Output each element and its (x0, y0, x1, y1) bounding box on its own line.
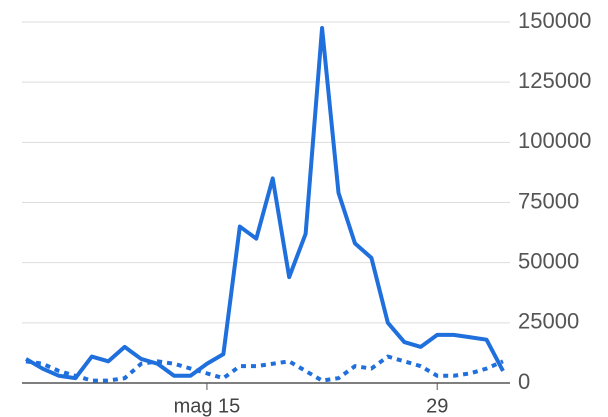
y-tick-label: 50000 (518, 248, 579, 273)
series-line (24, 26, 505, 381)
x-tick-label: 29 (426, 395, 448, 417)
series-line (25, 354, 504, 383)
y-tick-label: 25000 (518, 309, 579, 334)
y-tick-label: 100000 (518, 128, 591, 153)
y-tick-label: 75000 (518, 188, 579, 213)
y-tick-label: 125000 (518, 68, 591, 93)
y-tick-label: 150000 (518, 8, 591, 33)
y-tick-label: 0 (518, 369, 530, 394)
x-tick-label: mag 15 (174, 395, 241, 417)
